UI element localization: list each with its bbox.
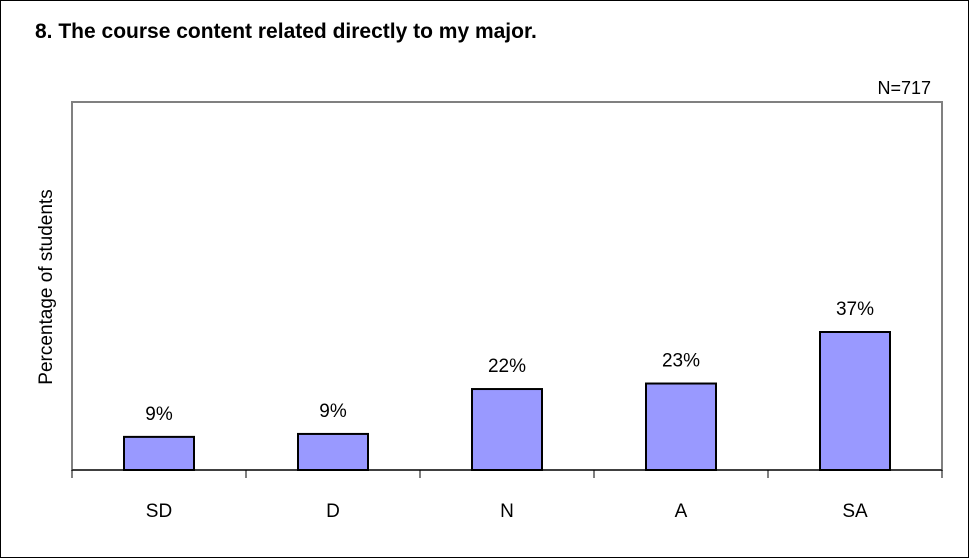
data-labels: 9% 9% 22% 23% 37% xyxy=(145,299,874,425)
x-axis-ticks xyxy=(71,470,943,478)
data-label-a: 23% xyxy=(662,351,700,372)
chart-title: 8. The course content related directly t… xyxy=(35,20,537,43)
bar-d xyxy=(297,432,369,472)
bars xyxy=(123,331,891,472)
data-label-sa: 37% xyxy=(836,299,874,320)
data-label-d: 9% xyxy=(319,401,347,422)
data-label-sd: 9% xyxy=(145,404,173,425)
category-label-sa: SA xyxy=(842,501,868,522)
category-label-n: N xyxy=(500,501,514,522)
bar-a xyxy=(645,382,717,471)
category-label-sd: SD xyxy=(146,501,172,522)
sample-size-annotation: N=717 xyxy=(877,78,931,98)
category-label-a: A xyxy=(675,501,688,522)
category-labels: SD D N A SA xyxy=(146,501,868,522)
bar-sa xyxy=(819,331,891,471)
bar-n xyxy=(471,388,543,472)
category-label-d: D xyxy=(326,501,340,522)
y-axis-label: Percentage of students xyxy=(36,189,57,384)
bar-sd xyxy=(123,435,195,472)
data-label-n: 22% xyxy=(488,356,526,377)
